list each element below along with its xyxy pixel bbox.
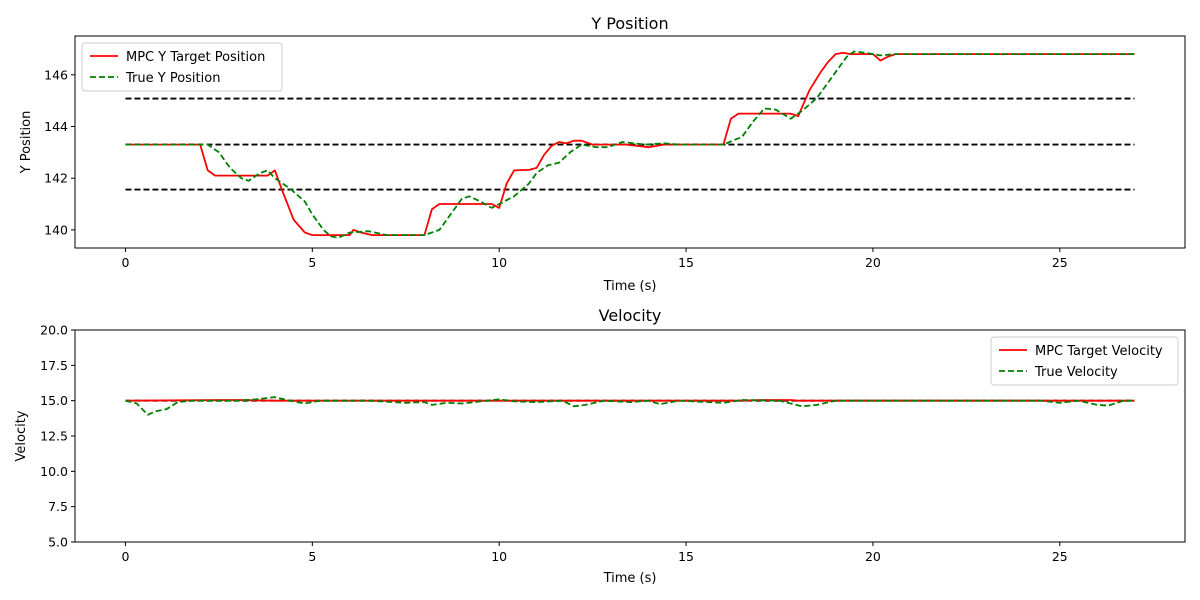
y-tick-label: 146	[44, 67, 68, 82]
y-axis-label: Y Position	[19, 111, 34, 175]
y-tick-label: 20.0	[40, 323, 68, 338]
x-tick-label: 15	[678, 549, 694, 564]
x-tick-label: 0	[121, 255, 129, 270]
x-axis-label: Time (s)	[603, 279, 657, 294]
x-tick-label: 0	[121, 549, 129, 564]
legend-box	[990, 336, 1179, 386]
y-axis-ticks: 140 142 144 146	[44, 67, 75, 237]
legend: MPC Target Velocity True Velocity	[990, 336, 1179, 386]
x-tick-label: 15	[678, 255, 694, 270]
x-axis-ticks: 0 5 10 15 20 25	[121, 248, 1068, 270]
x-tick-label: 20	[865, 549, 881, 564]
series-line-true-y-position	[125, 50, 1135, 239]
legend: MPC Y Target Position True Y Position	[81, 42, 283, 92]
x-tick-label: 20	[865, 255, 881, 270]
x-tick-label: 10	[491, 255, 507, 270]
series-line-mpc-y-target-position	[125, 51, 1135, 237]
x-tick-label: 10	[491, 549, 507, 564]
y-tick-label: 10.0	[40, 464, 68, 479]
chart-title: Y Position	[590, 14, 668, 33]
series-line-true-velocity	[125, 396, 1135, 416]
x-axis-ticks: 0 5 10 15 20 25	[121, 542, 1068, 564]
y-tick-label: 12.5	[40, 429, 68, 444]
legend-label-target-velocity: MPC Target Velocity	[1035, 344, 1163, 359]
legend-label-target-position: MPC Y Target Position	[126, 50, 265, 65]
y-tick-label: 142	[44, 171, 68, 186]
x-tick-label: 5	[308, 549, 316, 564]
y-tick-label: 7.5	[48, 499, 68, 514]
y-tick-label: 15.0	[40, 393, 68, 408]
y-tick-label: 17.5	[40, 358, 68, 373]
y-position-plot-area	[125, 50, 1135, 239]
y-axis-ticks: 5.0 7.5 10.0 12.5 15.0 17.5 20.0	[40, 323, 75, 550]
x-tick-label: 25	[1052, 255, 1068, 270]
y-tick-label: 144	[44, 119, 68, 134]
x-tick-label: 5	[308, 255, 316, 270]
axes-frame	[74, 35, 1186, 249]
y-axis-label: Velocity	[14, 410, 29, 461]
series-line-mpc-target-velocity	[125, 399, 1135, 402]
y-position-chart: Y Position 0 5 10 15 20 25 140 142 144 146 Time …	[19, 14, 1186, 294]
x-tick-label: 25	[1052, 549, 1068, 564]
velocity-plot-area	[125, 396, 1135, 416]
y-tick-label: 140	[44, 222, 68, 237]
legend-label-true-position: True Y Position	[125, 71, 220, 86]
legend-box	[81, 42, 283, 92]
chart-title: Velocity	[599, 306, 662, 325]
velocity-chart: Velocity 0 5 10 15 20 25 5.0 7.5 10.0 12.5 15.0 17…	[14, 306, 1186, 586]
y-tick-label: 5.0	[48, 535, 68, 550]
legend-label-true-velocity: True Velocity	[1034, 365, 1118, 380]
x-axis-label: Time (s)	[603, 571, 657, 586]
